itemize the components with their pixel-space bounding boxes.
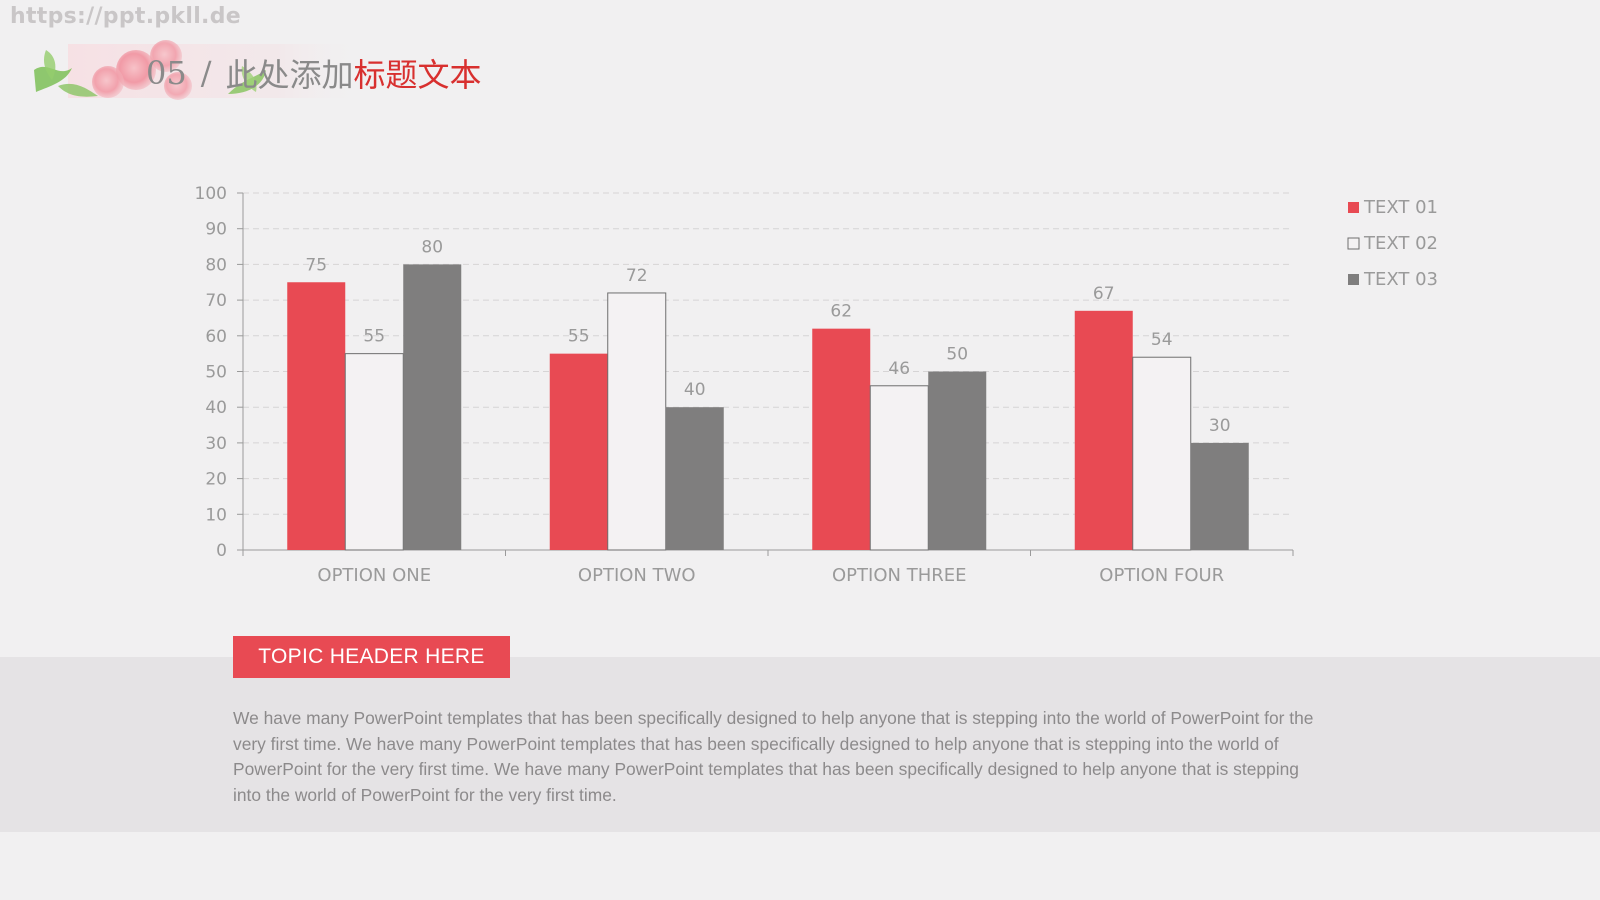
bar-chart: 0 10 20 30 40 50 60 70 80 90 100 75 55 80 OPTION ONE 55…: [195, 184, 1438, 586]
legend-label: TEXT 03: [1363, 269, 1438, 290]
legend-swatch: [1347, 237, 1360, 250]
data-label: 72: [626, 266, 648, 286]
page-title: 05 / 此处添加 标题文本: [146, 50, 482, 96]
bar: [287, 282, 346, 550]
y-tick-label: 40: [205, 398, 227, 418]
y-tick-label: 80: [205, 255, 227, 275]
x-tick-label: OPTION TWO: [578, 565, 696, 586]
legend-label: TEXT 02: [1363, 233, 1438, 254]
body-paragraph: We have many PowerPoint templates that h…: [233, 708, 1314, 805]
x-tick-label: OPTION ONE: [317, 565, 431, 586]
data-label: 62: [830, 302, 852, 322]
y-tick-label: 100: [195, 184, 227, 204]
title-text-gray: 此处添加: [225, 56, 354, 94]
y-tick-label: 30: [205, 434, 227, 454]
info-band: [0, 657, 1600, 832]
title-section-number: 05: [146, 54, 187, 92]
y-tick-label: 60: [205, 327, 227, 347]
y-tick-label: 70: [205, 291, 227, 311]
topic-header-badge: TOPIC HEADER HERE: [233, 636, 510, 678]
bar: [869, 385, 929, 551]
title-separator: /: [200, 54, 212, 92]
data-label: 55: [363, 327, 385, 347]
y-tick-label: 0: [216, 541, 227, 561]
bar: [1074, 310, 1133, 550]
y-tick-label: 50: [205, 363, 227, 383]
bar: [549, 353, 608, 550]
floral-decoration-icon: [34, 40, 368, 100]
bar: [665, 407, 724, 550]
data-label: 75: [305, 255, 327, 275]
data-label: 80: [421, 237, 443, 257]
y-tick-label: 20: [205, 470, 227, 490]
bar: [1132, 356, 1192, 551]
y-tick-label: 90: [205, 220, 227, 240]
data-label: 30: [1209, 416, 1231, 436]
data-label: 46: [888, 359, 910, 379]
bar: [1190, 442, 1249, 550]
x-tick-label: OPTION FOUR: [1099, 565, 1224, 586]
legend-swatch: [1348, 202, 1359, 213]
bar: [607, 292, 667, 551]
data-label: 55: [568, 327, 590, 347]
data-label: 67: [1093, 284, 1115, 304]
data-label: 40: [684, 380, 706, 400]
y-tick-label: 10: [205, 505, 227, 525]
bar: [928, 371, 987, 550]
title-text-red: 标题文本: [353, 56, 482, 94]
x-tick-label: OPTION THREE: [832, 565, 966, 586]
data-label: 54: [1151, 330, 1173, 350]
data-label: 50: [946, 345, 968, 365]
legend-swatch: [1348, 274, 1359, 285]
legend-label: TEXT 01: [1363, 197, 1438, 218]
watermark-url: https://ppt.pkll.de: [10, 4, 241, 29]
bar: [403, 264, 462, 550]
bar: [344, 353, 404, 551]
bar: [812, 328, 871, 550]
